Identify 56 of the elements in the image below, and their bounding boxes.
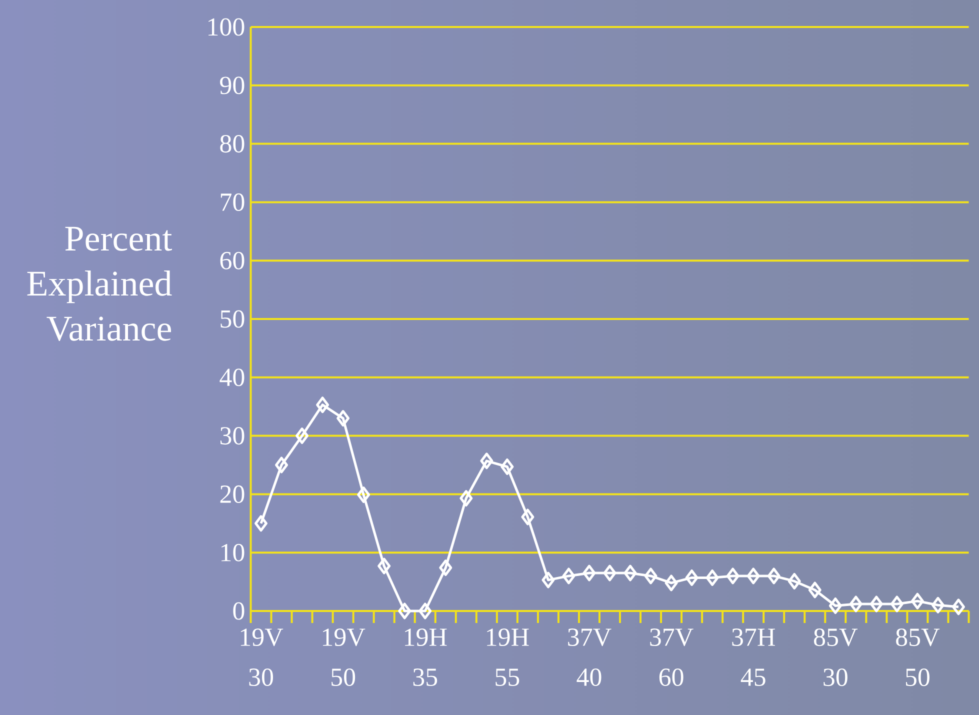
x-tick-label: 37V 40 [568,628,612,686]
x-tick-label: 19H 55 [487,628,529,686]
x-tick-label: 85V 30 [814,628,858,686]
point [808,582,822,598]
point [418,602,432,620]
y-tick-label: 90 [220,76,244,94]
point [746,568,760,584]
point [788,572,801,590]
point [542,572,555,588]
point [480,452,494,470]
y-tick-label: 80 [220,135,244,153]
x-tick-label: 37V 60 [650,628,694,686]
point [849,596,862,612]
point [500,458,514,475]
y-tick-label: 10 [222,544,244,562]
y-axis-title: Percent Explained Variance [27,226,172,342]
point [254,515,268,532]
point [562,568,576,584]
point [316,396,330,414]
point [398,602,412,620]
point [706,569,719,586]
y-tick-label: 100 [208,18,244,36]
x-tick-label: 19V 30 [240,628,284,686]
point [275,456,288,474]
point [952,598,965,616]
point [767,568,780,584]
x-tick-label: 19H 35 [405,628,447,686]
point [685,569,698,586]
point [644,568,658,584]
y-tick-label: 40 [220,368,244,386]
point [439,560,452,576]
point [870,596,883,612]
point [336,410,350,427]
x-tick-label: 19V 50 [322,628,366,686]
point [664,574,678,592]
point [910,592,924,610]
point [931,596,944,614]
point [582,564,596,582]
point [828,597,842,614]
point [726,568,740,584]
x-tick-label: 37H 45 [732,628,775,686]
y-tick-label: 30 [220,427,244,445]
y-tick-label: 70 [220,193,244,211]
y-tick-label: 50 [220,310,244,328]
point [357,486,370,504]
point [296,428,309,444]
x-tick-label: 85V 50 [896,628,940,686]
point [890,596,904,612]
y-tick-label: 60 [220,252,244,270]
y-tick-label: 20 [220,485,244,503]
point [460,490,473,507]
y-tick-label: 0 [233,602,244,620]
point [624,564,637,582]
point [603,564,616,582]
point [521,508,534,526]
point [378,558,391,574]
